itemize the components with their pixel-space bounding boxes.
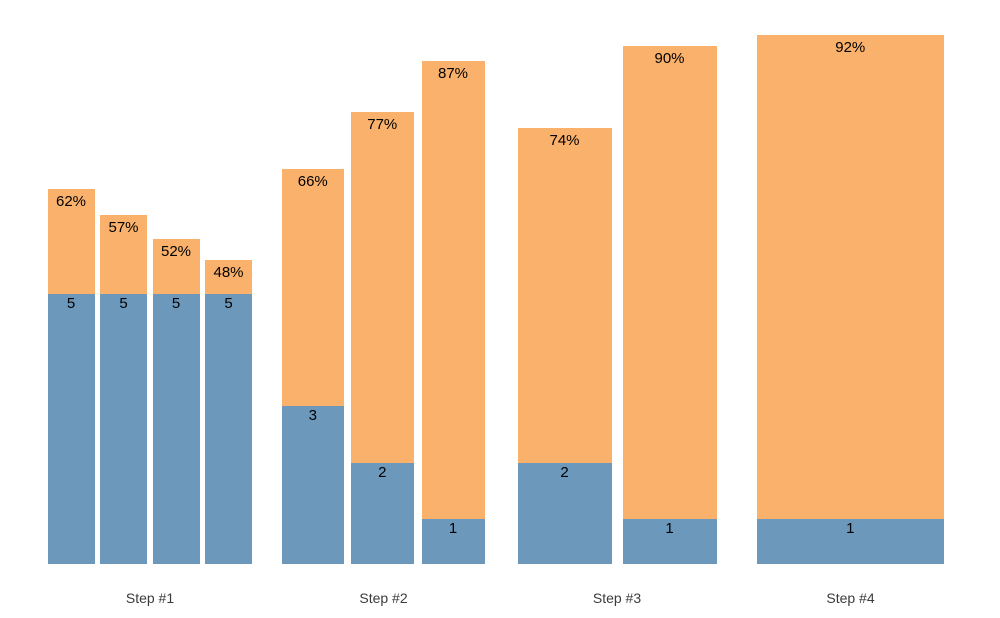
- remaining-count-segment: 2: [351, 463, 414, 564]
- bar-percent-label: 52%: [160, 243, 192, 260]
- stacked-bar: 48% 5: [205, 260, 252, 564]
- success-rate-segment: 77%: [351, 112, 414, 463]
- success-rate-segment: 48%: [205, 260, 252, 294]
- bar-percent-label: 57%: [108, 219, 139, 236]
- success-rate-segment: 66%: [282, 169, 344, 406]
- bar-percent-label: 90%: [654, 50, 685, 67]
- bar-percent-label: 92%: [835, 39, 866, 56]
- bar-value-label: 1: [448, 520, 458, 537]
- bar-value-label: 5: [66, 295, 76, 312]
- success-rate-segment: 92%: [756, 35, 944, 519]
- success-rate-segment: 52%: [152, 239, 200, 294]
- x-axis-category-label: Step #3: [592, 590, 642, 606]
- stacked-bar: 87% 1: [421, 61, 485, 564]
- success-rate-segment: 74%: [517, 128, 612, 463]
- stacked-bar: 90% 1: [622, 46, 717, 564]
- remaining-count-segment: 1: [756, 519, 944, 564]
- x-axis-category-label: Step #1: [125, 590, 175, 606]
- remaining-count-segment: 5: [152, 294, 200, 564]
- bar-value-label: 5: [171, 295, 181, 312]
- bar-value-label: 2: [378, 464, 387, 481]
- remaining-count-segment: 5: [205, 294, 252, 564]
- remaining-count-segment: 2: [517, 463, 612, 564]
- remaining-count-segment: 3: [282, 406, 344, 564]
- bar-value-label: 1: [665, 520, 674, 537]
- bar-percent-label: 66%: [297, 173, 328, 190]
- stacked-bar: 57% 5: [100, 215, 147, 564]
- bar-value-label: 2: [560, 464, 569, 481]
- bar-percent-label: 77%: [367, 116, 398, 133]
- bar-percent-label: 74%: [549, 132, 580, 149]
- success-rate-segment: 62%: [47, 189, 95, 294]
- x-axis-category-label: Step #2: [359, 590, 408, 606]
- remaining-count-segment: 5: [100, 294, 147, 564]
- stacked-bar: 62% 5: [47, 189, 95, 564]
- bar-percent-label: 62%: [55, 193, 87, 210]
- bar-percent-label: 48%: [213, 264, 244, 281]
- bar-value-label: 3: [308, 407, 317, 424]
- stacked-bar: 92% 1: [756, 35, 944, 564]
- remaining-count-segment: 1: [622, 519, 717, 564]
- stacked-bar: 66% 3: [282, 169, 344, 564]
- bar-value-label: 5: [224, 295, 233, 312]
- stacked-bar: 52% 5: [152, 239, 200, 564]
- stacked-bar: 77% 2: [351, 112, 414, 564]
- bar-percent-label: 87%: [437, 65, 469, 82]
- bar-value-label: 5: [119, 295, 128, 312]
- x-axis-category-label: Step #4: [826, 590, 875, 606]
- remaining-count-segment: 5: [47, 294, 95, 564]
- success-rate-segment: 90%: [622, 46, 717, 519]
- success-rate-segment: 87%: [421, 61, 485, 519]
- stacked-bar: 74% 2: [517, 128, 612, 564]
- remaining-count-segment: 1: [421, 519, 485, 564]
- bar-value-label: 1: [846, 520, 855, 537]
- success-rate-segment: 57%: [100, 215, 147, 294]
